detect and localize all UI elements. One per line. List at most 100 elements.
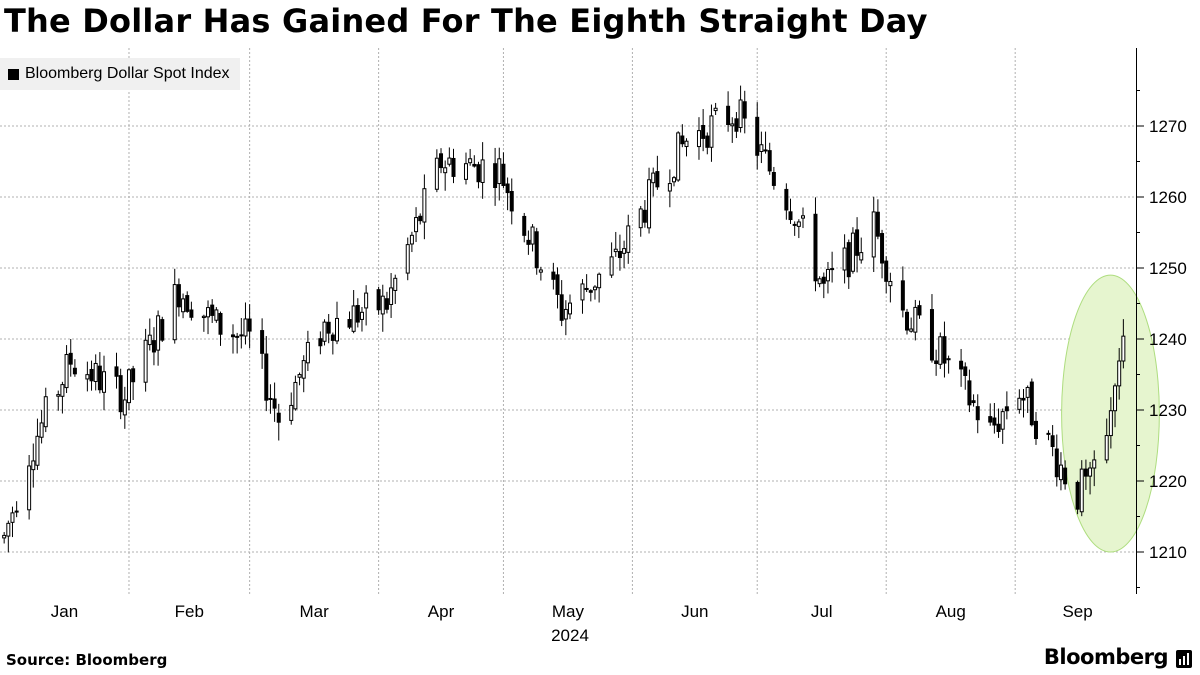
candle-body xyxy=(796,221,801,227)
candle-body xyxy=(767,150,772,172)
candle-body xyxy=(14,510,19,513)
candle-body xyxy=(755,116,760,156)
candle-body xyxy=(705,135,710,148)
candle-body xyxy=(709,115,714,148)
y-tick-label: 1250 xyxy=(1149,259,1187,278)
candle-body xyxy=(742,101,747,119)
candle-body xyxy=(880,233,885,264)
x-tick-label: Apr xyxy=(428,602,455,621)
candle-body xyxy=(1108,410,1113,437)
candle-body xyxy=(875,211,880,237)
candle-body xyxy=(905,311,910,331)
candle-body xyxy=(301,360,306,379)
candle-body xyxy=(389,287,394,305)
candle-body xyxy=(330,334,335,341)
x-tick-label: Jun xyxy=(681,602,708,621)
candle-body xyxy=(684,140,689,148)
x-tick-label: Feb xyxy=(175,602,204,621)
candle-body xyxy=(580,283,585,301)
candle-body xyxy=(501,163,506,186)
candle-body xyxy=(443,167,448,174)
candle-body xyxy=(655,171,660,188)
candle-body xyxy=(214,309,219,321)
candle-body xyxy=(1054,448,1059,478)
candle-body xyxy=(938,336,943,365)
candle-body xyxy=(31,460,36,471)
candle-body xyxy=(1079,468,1084,513)
candle-body xyxy=(1121,335,1126,362)
candle-body xyxy=(151,340,156,353)
candle-body xyxy=(147,334,152,346)
candle-body xyxy=(929,309,934,361)
candle-body xyxy=(1104,435,1109,461)
candle-body xyxy=(493,163,498,189)
candle-body xyxy=(800,215,805,219)
candle-body xyxy=(734,118,739,132)
candle-body xyxy=(393,277,398,291)
candle-body xyxy=(264,353,269,401)
candle-body xyxy=(1092,459,1097,469)
candle-body xyxy=(871,211,876,258)
candle-body xyxy=(1029,381,1034,426)
candle-body xyxy=(122,399,127,416)
candle-body xyxy=(817,278,822,285)
candle-body xyxy=(418,215,423,222)
candle-body xyxy=(1021,397,1026,401)
candle-body xyxy=(647,179,652,229)
candle-body xyxy=(613,248,618,253)
candle-body xyxy=(268,397,273,400)
y-tick-label: 1210 xyxy=(1149,543,1187,562)
candle-body xyxy=(247,318,252,332)
candle-body xyxy=(1033,420,1038,440)
candle-body xyxy=(1050,435,1055,448)
candle-body xyxy=(93,362,98,382)
candle-body xyxy=(447,157,452,165)
candle-body xyxy=(563,308,568,320)
candle-body xyxy=(347,319,352,328)
candle-body xyxy=(667,183,672,192)
candle-body xyxy=(584,287,589,290)
candle-body xyxy=(855,229,860,256)
candle-body xyxy=(696,130,701,148)
candle-body xyxy=(6,522,11,537)
candle-body xyxy=(476,164,481,183)
x-tick-label: Jul xyxy=(811,602,833,621)
chart-title: The Dollar Has Gained For The Eighth Str… xyxy=(4,2,928,40)
candle-body xyxy=(726,105,731,126)
x-tick-label: Jan xyxy=(51,602,78,621)
candle-body xyxy=(559,294,564,321)
candle-body xyxy=(821,276,826,284)
candle-body xyxy=(68,352,73,365)
candle-body xyxy=(850,232,855,272)
candle-body xyxy=(888,280,893,287)
legend-label: Bloomberg Dollar Spot Index xyxy=(25,65,230,82)
x-axis-label: 2024 xyxy=(551,626,589,645)
candle-body xyxy=(651,172,656,184)
x-tick-label: May xyxy=(552,602,585,621)
candle-body xyxy=(830,268,835,271)
candle-body xyxy=(1117,360,1122,387)
candle-body xyxy=(1046,432,1051,435)
candle-body xyxy=(884,260,889,282)
brand-logo: Bloomberg xyxy=(1043,645,1169,669)
candle-body xyxy=(622,248,627,254)
candle-body xyxy=(642,209,647,223)
candle-body xyxy=(813,213,818,282)
candle-body xyxy=(626,225,631,253)
candle-body xyxy=(530,226,535,245)
candle-body xyxy=(713,107,718,112)
candle-body xyxy=(846,242,851,278)
candle-body xyxy=(85,374,90,380)
candle-body xyxy=(131,368,136,383)
legend-swatch-icon xyxy=(8,68,19,80)
y-tick-label: 1230 xyxy=(1149,401,1187,420)
candle-body xyxy=(434,157,439,190)
candle-body xyxy=(364,292,369,309)
candle-body xyxy=(676,132,681,181)
candle-body xyxy=(235,335,240,338)
candle-body xyxy=(472,163,477,167)
candle-body xyxy=(992,417,997,426)
candle-body xyxy=(181,298,186,313)
candle-body xyxy=(160,319,165,341)
